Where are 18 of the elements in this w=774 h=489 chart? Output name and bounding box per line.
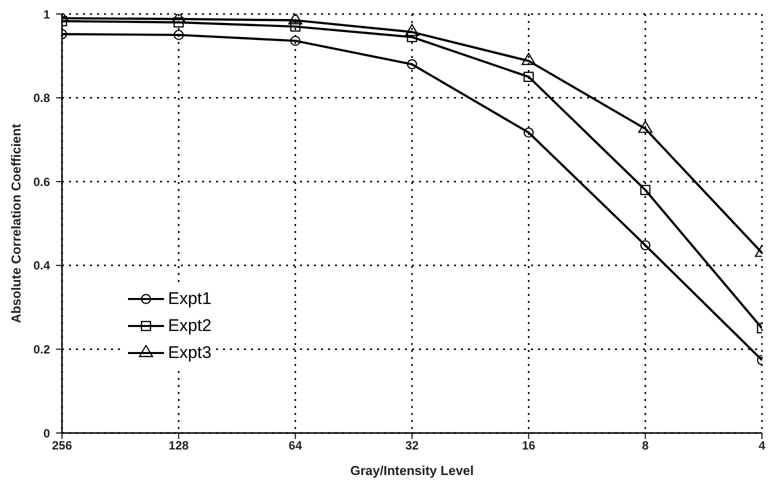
legend-label: Expt3 — [168, 342, 212, 362]
x-tick-label: 64 — [288, 438, 302, 453]
x-tick-label: 128 — [168, 438, 189, 453]
y-tick-label: 0.6 — [33, 174, 50, 189]
y-tick-label: 0.4 — [33, 258, 50, 273]
y-tick-label: 0 — [43, 426, 50, 440]
x-tick-label: 256 — [52, 438, 72, 453]
x-tick-label: 32 — [405, 438, 419, 453]
x-tick-label: 4 — [758, 438, 766, 453]
legend-label: Expt1 — [168, 288, 212, 308]
x-tick-label: 8 — [642, 438, 649, 453]
legend-label: Expt2 — [168, 316, 212, 336]
y-axis-title: Absolute Correlation Coefficient — [8, 123, 24, 324]
y-tick-label: 0.8 — [33, 91, 50, 106]
y-tick-label: 1 — [43, 7, 50, 22]
y-tick-label: 0.2 — [33, 342, 50, 356]
x-axis-title: Gray/Intensity Level — [350, 463, 474, 478]
x-tick-label: 16 — [522, 438, 536, 453]
